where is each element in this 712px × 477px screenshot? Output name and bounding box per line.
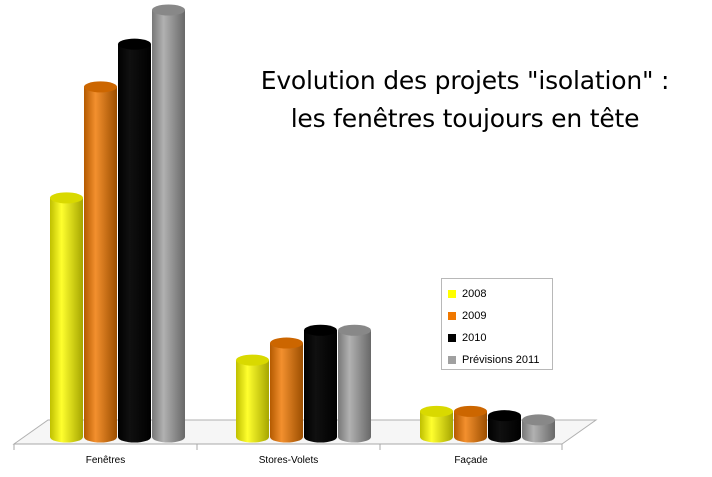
bar xyxy=(522,414,555,443)
chart-title-line-2: les fenêtres toujours en tête xyxy=(290,104,640,133)
bar-body xyxy=(338,330,371,443)
bar-cap xyxy=(338,324,371,336)
bar-body xyxy=(304,330,337,443)
chart-title: Evolution des projets "isolation" : les … xyxy=(200,62,712,138)
bar xyxy=(420,405,453,443)
bar-body xyxy=(118,44,151,443)
bar xyxy=(152,4,185,443)
legend-swatch xyxy=(448,356,456,364)
legend-item-previsions-2011: Prévisions 2011 xyxy=(448,349,552,371)
bar-body xyxy=(488,415,521,443)
legend-item-2010: 2010 xyxy=(448,327,552,349)
bar xyxy=(236,354,269,443)
x-tick-label: Fenêtres xyxy=(86,455,125,466)
bar xyxy=(454,405,487,443)
bar-cap xyxy=(84,81,117,93)
bar-body xyxy=(420,411,453,443)
bar-cap xyxy=(304,324,337,336)
legend-item-2009: 2009 xyxy=(448,305,552,327)
legend-label: 2010 xyxy=(462,332,487,344)
bar-cap xyxy=(454,405,487,417)
legend-label: 2009 xyxy=(462,310,487,322)
legend-swatch xyxy=(448,290,456,298)
bar-body xyxy=(270,343,303,443)
bar-cap xyxy=(118,38,151,50)
bar xyxy=(84,81,117,443)
bar xyxy=(50,192,83,443)
x-tick-label: Façade xyxy=(454,455,488,466)
chart-legend: 2008 2009 2010 Prévisions 2011 xyxy=(441,278,553,370)
legend-swatch xyxy=(448,312,456,320)
bar xyxy=(304,324,337,443)
bar xyxy=(270,337,303,443)
bar-cap xyxy=(236,354,269,366)
bar-cap xyxy=(270,337,303,349)
legend-item-2008: 2008 xyxy=(448,283,552,305)
x-tick-label: Stores-Volets xyxy=(259,455,318,466)
bar-cap xyxy=(50,192,83,204)
legend-label: Prévisions 2011 xyxy=(462,354,540,366)
chart-bars xyxy=(50,4,555,443)
legend-swatch xyxy=(448,334,456,342)
bar-cap xyxy=(522,414,555,426)
legend-label: 2008 xyxy=(462,288,487,300)
bar xyxy=(338,324,371,443)
bar-body xyxy=(236,360,269,443)
bar-body xyxy=(522,419,555,443)
bar-body xyxy=(50,197,83,443)
bar-cap xyxy=(420,405,453,417)
bar-body xyxy=(84,86,117,443)
bar xyxy=(118,38,151,443)
bar-cap xyxy=(152,4,185,16)
bar-body xyxy=(152,10,185,443)
x-axis: Fenêtres Stores-Volets Façade xyxy=(13,444,563,466)
bar xyxy=(488,410,521,443)
chart-title-line-1: Evolution des projets "isolation" : xyxy=(260,66,670,95)
bar-cap xyxy=(488,410,521,422)
bar-body xyxy=(454,411,487,443)
